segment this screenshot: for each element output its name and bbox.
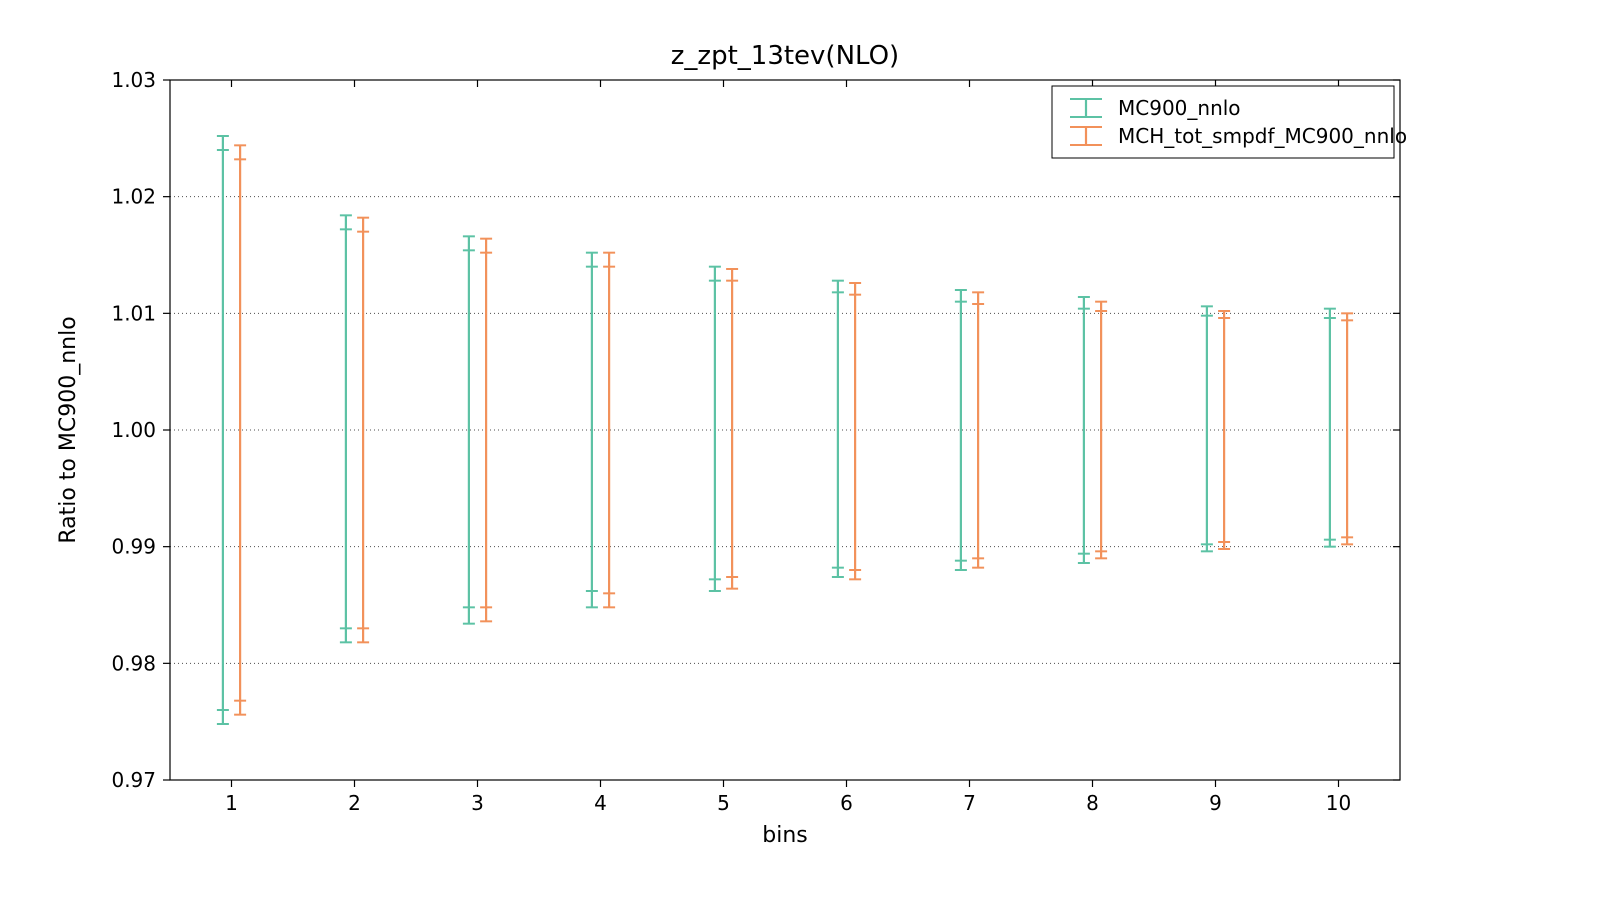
ytick-label: 1.03 [111,68,156,92]
ytick-label: 1.00 [111,418,156,442]
chart-title: z_zpt_13tev(NLO) [671,41,899,71]
xtick-label: 6 [840,791,853,815]
xtick-label: 8 [1086,791,1099,815]
ytick-label: 1.02 [111,185,156,209]
xtick-label: 10 [1326,791,1351,815]
ytick-label: 0.99 [111,535,156,559]
xtick-label: 1 [225,791,238,815]
chart-svg: 1 2 3 4 5 6 7 8 9 10 0.97 0.98 0.99 1.00 1.01 1.02 1.03 z… [0,0,1600,900]
xtick-label: 4 [594,791,607,815]
y-axis-label: Ratio to MC900_nnlo [56,316,81,543]
legend-label: MCH_tot_smpdf_MC900_nnlo [1118,124,1407,148]
x-axis-label: bins [762,823,807,848]
ytick-label: 0.98 [111,651,156,675]
xtick-label: 5 [717,791,730,815]
xtick-label: 3 [471,791,484,815]
xtick-label: 7 [963,791,976,815]
chart-container: 1 2 3 4 5 6 7 8 9 10 0.97 0.98 0.99 1.00 1.01 1.02 1.03 z… [0,0,1600,900]
ytick-label: 0.97 [111,768,156,792]
legend-label: MC900_nnlo [1118,96,1241,120]
xtick-label: 9 [1209,791,1222,815]
ytick-label: 1.01 [111,301,156,325]
xtick-label: 2 [348,791,361,815]
